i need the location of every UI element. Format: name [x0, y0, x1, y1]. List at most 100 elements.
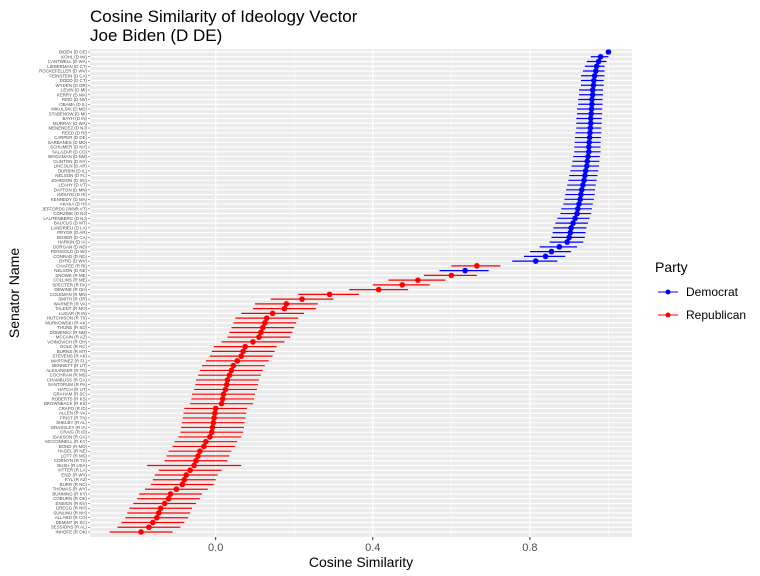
point-59	[258, 329, 264, 336]
point-39	[566, 234, 572, 241]
point-40	[564, 239, 570, 245]
y-tick-label-87: BUSH (R USA)	[57, 463, 87, 468]
point-51	[326, 291, 333, 298]
point-16	[587, 125, 594, 131]
y-tick-label-4: ROCKEFELLER (D WV)	[39, 69, 87, 74]
y-tick-label-68: COCHRAN (R MS)	[50, 373, 88, 378]
y-tick-label-16: MENENDEZ (D NJ)	[48, 126, 87, 131]
y-tick-label-46: NELSON (D NE)	[54, 268, 87, 273]
y-tick-label-81: ISAKSON (R GA)	[53, 434, 88, 439]
y-tick-label-54: TALENT (R MO)	[55, 306, 88, 311]
y-tick-label-83: BOND (R MO)	[59, 444, 88, 449]
y-tick-label-56: HUTCHISON (R TX)	[47, 316, 88, 321]
point-20	[585, 144, 592, 150]
point-97	[155, 510, 162, 516]
y-tick-label-78: SHELBY (R AL)	[56, 420, 87, 425]
point-10	[589, 96, 595, 103]
point-14	[587, 115, 594, 122]
y-tick-label-3: LIEBERMAN (D CT)	[47, 64, 87, 69]
point-61	[250, 339, 256, 345]
y-tick-label-61: VOINOVICH (R OH)	[47, 339, 87, 344]
point-38	[567, 229, 574, 236]
y-tick-label-84: HAGEL (R NE)	[58, 449, 88, 454]
y-tick-label-63: BURNS (R MT)	[57, 349, 88, 354]
point-80	[208, 429, 215, 435]
y-tick-label-39: BOXER (D CA)	[57, 235, 88, 240]
y-tick-label-59: DOMENICI (R NM)	[50, 330, 88, 335]
point-31	[577, 196, 583, 203]
point-2	[595, 58, 602, 65]
x-axis-title: Cosine Similarity	[309, 554, 413, 570]
point-18	[586, 134, 593, 141]
y-tick-label-100: SESSIONS (R AL)	[51, 525, 88, 530]
y-axis-title: Senator Name	[6, 248, 22, 338]
y-tick-label-8: LEVIN (D MI)	[61, 88, 88, 93]
point-4	[593, 68, 599, 74]
point-29	[578, 187, 585, 193]
point-58	[260, 324, 266, 331]
y-tick-label-64: STEVENS (R AK)	[52, 354, 87, 359]
y-tick-label-9: KERRY (D MA)	[57, 92, 88, 97]
legend-key-point-democrat	[665, 289, 671, 295]
y-tick-label-40: HARKIN (D IA)	[58, 240, 88, 245]
point-23	[584, 158, 591, 165]
point-13	[588, 110, 594, 117]
y-tick-label-93: BUNNING (R KY)	[52, 491, 87, 496]
point-85	[195, 453, 201, 459]
legend-item-democrat: Democrat	[658, 285, 739, 299]
y-tick-label-80: CRAIG (R ID)	[60, 430, 87, 435]
y-tick-label-77: FRIST (R TN)	[60, 415, 87, 420]
y-tick-label-34: CORZINE (D NJ)	[53, 211, 87, 216]
point-76	[212, 410, 218, 416]
y-tick-label-90: KYL (R AZ)	[65, 477, 88, 482]
point-33	[575, 206, 581, 212]
point-90	[181, 476, 188, 483]
point-69	[224, 377, 231, 383]
y-tick-label-55: LUGAR (R IN)	[59, 311, 88, 316]
point-12	[588, 106, 595, 112]
y-tick-label-32: AKAKA (D HI)	[60, 202, 88, 207]
plot-panel	[90, 49, 632, 537]
point-21	[585, 149, 592, 155]
y-tick-label-66: BENNETT (R UT)	[52, 363, 87, 368]
point-19	[586, 139, 592, 146]
y-tick-label-98: ALLARD (R CO)	[55, 515, 88, 520]
y-tick-label-47: SNOWE (R ME)	[55, 273, 87, 278]
y-tick-label-70: SANTORUM (R PA)	[48, 382, 88, 387]
y-tick-label-12: MIKULSKI (D MD)	[51, 107, 87, 112]
point-43	[542, 253, 549, 260]
point-65	[234, 358, 241, 364]
y-tick-label-99: DEMINT (R SC)	[56, 520, 88, 525]
point-3	[593, 63, 600, 70]
point-46	[462, 267, 468, 274]
y-tick-label-0: BIDEN (D DE)	[59, 50, 88, 55]
y-tick-label-17: REED (D RI)	[62, 130, 88, 135]
y-tick-label-42: FEINGOLD (D WI)	[51, 249, 88, 254]
y-tick-label-101: INHOFE (R OK)	[56, 530, 88, 535]
point-27	[581, 177, 587, 184]
y-axis-ticks: BIDEN (D DE)KOHL (D WI)CANTWELL (D WA)LI…	[39, 50, 90, 535]
point-78	[210, 419, 217, 426]
point-49	[399, 282, 406, 288]
y-tick-label-13: STABENOW (D MI)	[49, 111, 88, 116]
y-tick-label-52: SMITH (R OR)	[58, 297, 87, 302]
y-tick-label-51: COLEMAN (R MN)	[50, 292, 88, 297]
point-48	[415, 277, 421, 283]
y-tick-label-71: HATCH (R UT)	[58, 387, 88, 392]
point-55	[269, 310, 276, 317]
y-tick-label-67: ALEXANDER (R TN)	[46, 368, 87, 373]
y-tick-label-58: THUNE (R SD)	[57, 325, 87, 330]
point-50	[375, 286, 382, 293]
y-tick-label-43: CONRAD (D ND)	[53, 254, 87, 259]
y-tick-label-76: ALLEN (R VA)	[59, 411, 88, 416]
point-68	[226, 372, 233, 378]
point-82	[203, 438, 209, 445]
y-tick-label-53: WARNER (R VA)	[54, 301, 88, 306]
point-44	[532, 258, 539, 264]
legend: Party Democrat Republican	[655, 259, 746, 322]
point-5	[591, 72, 598, 79]
data-points	[138, 49, 612, 535]
legend-title: Party	[655, 259, 688, 275]
point-92	[173, 486, 180, 493]
y-tick-label-97: SUNUNU (R NH)	[53, 510, 87, 515]
